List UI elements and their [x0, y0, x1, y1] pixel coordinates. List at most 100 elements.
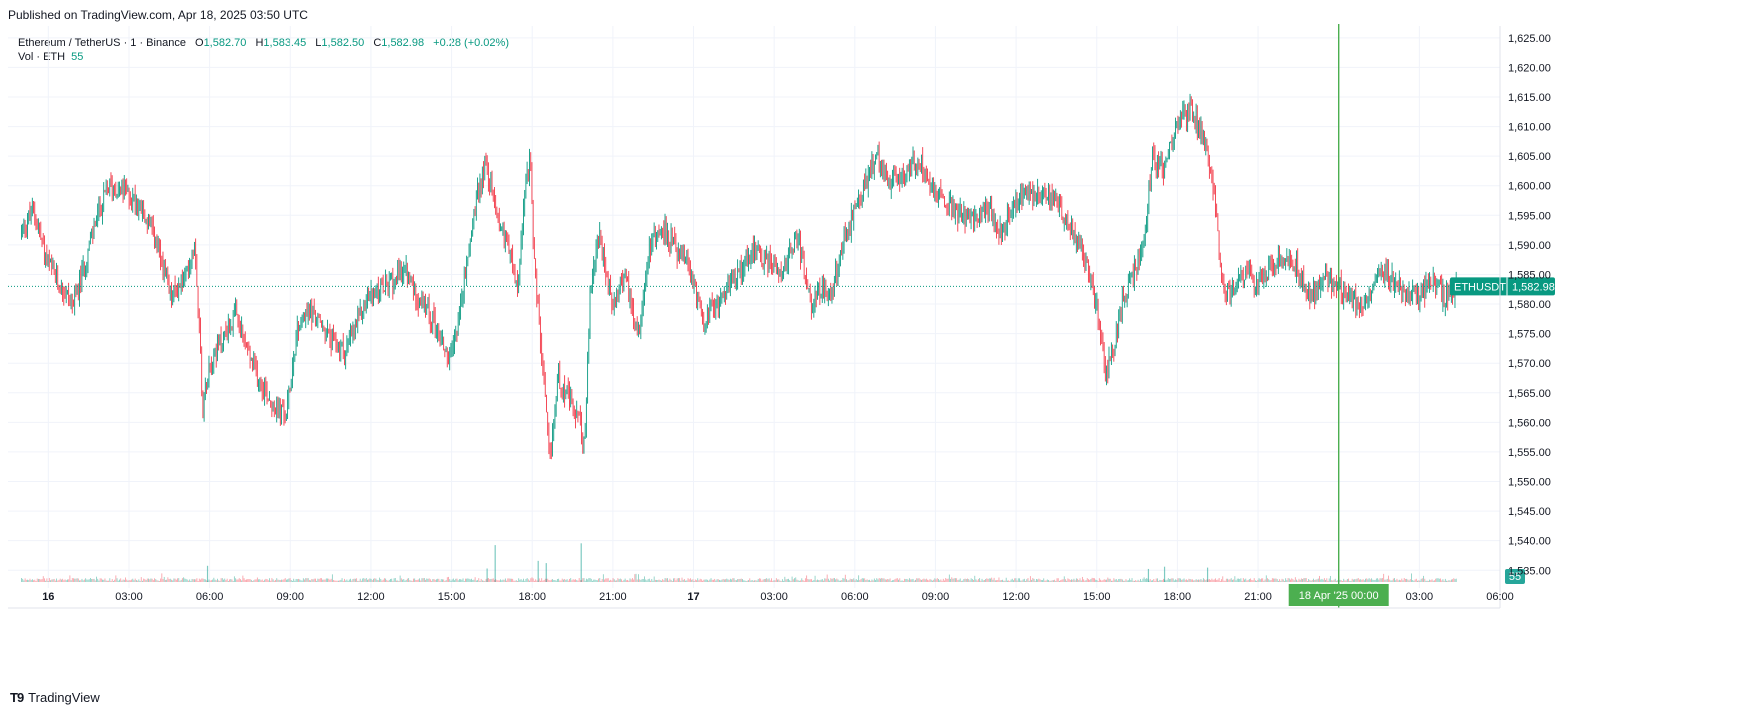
volume-bar	[540, 580, 541, 582]
volume-bar	[1304, 578, 1306, 582]
volume-bar	[1452, 579, 1454, 582]
volume-bar	[328, 578, 330, 582]
volume-bar	[114, 579, 116, 582]
volume-bar	[494, 579, 495, 582]
volume-bar	[779, 580, 781, 582]
volume-bar	[606, 578, 608, 582]
volume-bar	[497, 580, 499, 582]
volume-bar	[224, 578, 226, 582]
volume-bar	[82, 580, 84, 582]
time-tick-label: 18:00	[1164, 591, 1192, 603]
volume-bar	[1036, 579, 1037, 582]
volume-bar	[542, 580, 544, 582]
volume-bar	[143, 578, 145, 582]
volume-bar	[393, 578, 395, 582]
volume-bar	[1400, 580, 1402, 582]
volume-bar	[1096, 580, 1098, 582]
price-tick-label: 1,600.00	[1508, 181, 1551, 193]
volume-bar	[496, 580, 498, 582]
volume-bar	[974, 575, 976, 582]
volume-bar	[863, 578, 864, 582]
volume-bar	[720, 580, 722, 582]
volume-bar	[645, 579, 647, 582]
volume-bar	[86, 579, 88, 582]
volume-bar	[189, 579, 191, 582]
volume-bar	[1372, 579, 1374, 582]
volume-bar	[481, 580, 483, 582]
volume-bar	[321, 578, 322, 582]
volume-bar	[215, 580, 217, 582]
volume-bar	[663, 580, 665, 582]
volume-bar	[1379, 578, 1381, 582]
volume-bar	[479, 580, 481, 582]
volume-bar	[1247, 579, 1249, 582]
volume-bar	[1149, 579, 1151, 582]
volume-bar	[1413, 580, 1415, 582]
volume-bar	[1013, 580, 1014, 582]
time-tick-label: 17	[687, 591, 699, 603]
volume-bar	[942, 578, 944, 582]
volume-bar	[472, 580, 474, 582]
volume-bar	[622, 580, 624, 582]
volume-bar	[933, 579, 935, 582]
volume-bar	[633, 579, 635, 582]
volume-bar	[1269, 580, 1271, 582]
volume-bar	[1206, 567, 1209, 582]
volume-bar	[1055, 580, 1057, 582]
tradingview-logo-icon[interactable]: T9	[10, 690, 24, 705]
volume-bar	[381, 580, 383, 582]
volume-bar	[1219, 580, 1221, 582]
volume-bar	[596, 580, 598, 582]
volume-bar	[523, 578, 524, 582]
volume-bar	[256, 577, 258, 582]
crosshair-date-badge	[1288, 584, 1389, 606]
volume-bar	[79, 580, 81, 582]
price-tick-label: 1,545.00	[1508, 506, 1551, 518]
volume-bar	[1121, 579, 1123, 582]
volume-bar	[1051, 580, 1053, 582]
volume-bar	[876, 578, 878, 582]
volume-bar	[716, 579, 718, 582]
volume-bar	[1097, 580, 1099, 582]
volume-bar	[844, 574, 846, 582]
volume-bar	[1066, 580, 1068, 582]
footer-brand[interactable]: TradingView	[28, 690, 100, 705]
volume-bar	[1369, 579, 1371, 582]
volume-bar	[1123, 580, 1125, 582]
volume-bar	[490, 578, 492, 582]
volume-bar	[1198, 579, 1200, 582]
volume-bar	[247, 579, 249, 582]
volume-bar	[46, 578, 48, 582]
volume-bar	[647, 579, 649, 582]
volume-bar	[875, 580, 877, 582]
volume-badge	[1505, 569, 1525, 584]
volume-bar	[598, 578, 599, 582]
volume-bar	[1275, 578, 1277, 582]
volume-bar	[679, 578, 681, 582]
price-tick-label: 1,615.00	[1508, 92, 1551, 104]
volume-bar	[235, 578, 237, 582]
volume-bar	[503, 579, 505, 582]
volume-bar	[203, 579, 205, 582]
volume-bar	[1027, 578, 1029, 582]
volume-bar	[990, 578, 991, 582]
volume-bar	[602, 574, 604, 582]
volume-bar	[992, 579, 994, 582]
volume-bar	[1265, 575, 1267, 582]
volume-bar	[445, 580, 447, 582]
volume-bar	[70, 580, 72, 582]
price-chart[interactable]: ETHUSDT 1,582.98 55 18 Apr '25 00:00 1,535.…	[0, 0, 1755, 690]
volume-bar	[69, 575, 71, 582]
volume-bar	[1213, 579, 1215, 582]
volume-bar	[1184, 579, 1186, 582]
volume-bar	[1199, 579, 1201, 582]
volume-bar	[96, 576, 97, 582]
volume-bar	[738, 578, 740, 582]
volume-bar	[848, 580, 850, 582]
volume-bar	[1026, 579, 1028, 582]
volume-bar	[896, 578, 898, 582]
volume-bar	[610, 579, 612, 582]
volume-bar	[1029, 576, 1031, 582]
volume-bar	[382, 579, 384, 582]
volume-bar	[175, 579, 177, 582]
